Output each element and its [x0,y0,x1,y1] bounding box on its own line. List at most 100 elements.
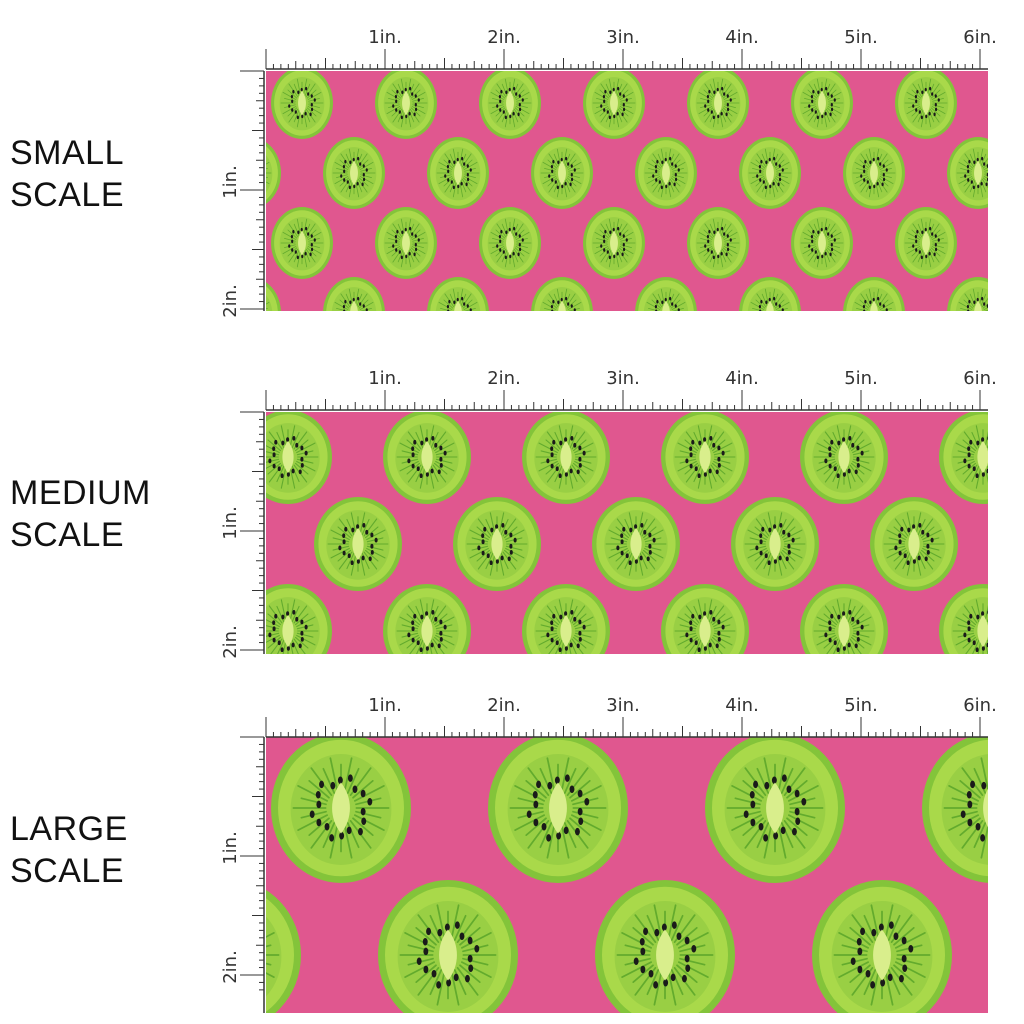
kiwi-slice-icon [661,412,749,504]
kiwi-slice-icon [635,277,697,311]
kiwi-slice-icon [266,282,281,311]
kiwi-slice-icon [115,277,177,330]
kiwi-slice-icon [266,142,281,204]
kiwi-slice-icon [687,207,749,279]
ruler-inch-label: 1in. [368,27,402,48]
kiwi-slice-icon [895,71,957,139]
medium-scale-label-line1: MEDIUM [10,474,151,512]
kiwi-pattern [115,67,988,330]
ruler-inch-label: 5in. [844,695,878,716]
kiwi-slice-icon [271,737,411,883]
vertical-ruler: 1in. 2in. [220,70,265,318]
kiwi-pattern [54,733,988,1013]
kiwi-slice-icon [800,412,888,504]
kiwi-slice-icon [843,137,905,209]
small-scale-label-line1: SMALL [10,134,124,172]
kiwi-slice-icon [314,497,402,591]
kiwi-slice-icon [427,277,489,311]
kiwi-slice-icon [922,737,988,883]
kiwi-slice-icon [939,584,988,654]
small-scale-label: SMALL SCALE [10,132,124,216]
kiwi-slice-icon [895,207,957,279]
kiwi-slice-icon [739,137,801,209]
large-scale-label: LARGE SCALE [10,808,128,892]
kiwi-slice-icon [375,207,437,279]
ruler-inch-label: 5in. [844,27,878,48]
medium-scale-swatch: 1in. 2in. 3in. 4in. 5in. 6in. 1in. 2in. [105,368,997,670]
kiwi-slice-icon [731,497,819,591]
kiwi-slice-icon [739,277,801,311]
kiwi-slice-icon [383,412,471,504]
kiwi-slice-icon [167,207,229,279]
ruler-inch-label: 6in. [963,695,997,716]
kiwi-slice-icon [531,137,593,209]
ruler-inch-label: 6in. [963,368,997,389]
ruler-inch-label: 3in. [606,695,640,716]
kiwi-slice-icon [592,497,680,591]
small-scale-label-line2: SCALE [10,176,124,214]
ruler-inch-label: 4in. [725,27,759,48]
ruler-inch-label: 5in. [844,368,878,389]
kiwi-slice-icon [266,584,332,654]
kiwi-slice-icon [115,137,177,209]
large-scale-swatch: 1in. 2in. 3in. 4in. 5in. 6in. 1in. 2in. [54,695,997,1013]
kiwi-slice-icon [105,584,193,670]
ruler-inch-label: 2in. [487,27,521,48]
kiwi-slice-icon [531,277,593,311]
kiwi-slice-icon [479,207,541,279]
ruler-vertical-label: 1in. [220,831,241,865]
kiwi-slice-icon [791,71,853,139]
kiwi-slice-icon [522,412,610,504]
kiwi-slice-icon [266,890,301,1013]
small-scale-swatch: 1in. 2in. 3in. 4in. 5in. 6in. 1in. 2in. [115,27,997,330]
kiwi-slice-icon [661,584,749,654]
kiwi-slice-icon [791,207,853,279]
medium-scale-label: MEDIUM SCALE [10,472,151,556]
vertical-ruler: 1in. 2in. [220,411,265,659]
horizontal-ruler: 1in. 2in. 3in. 4in. 5in. 6in. [265,695,997,738]
horizontal-ruler: 1in. 2in. 3in. 4in. 5in. 6in. [265,27,997,70]
kiwi-slice-icon [635,137,697,209]
medium-scale-label-line2: SCALE [10,516,124,554]
ruler-inch-label: 3in. [606,27,640,48]
ruler-vertical-label: 1in. [220,506,241,540]
kiwi-slice-icon [583,71,645,139]
kiwi-slice-icon [939,412,988,504]
kiwi-slice-icon [167,67,229,139]
ruler-inch-label: 1in. [368,368,402,389]
kiwi-slice-icon [800,584,888,654]
ruler-inch-label: 1in. [368,695,402,716]
ruler-inch-label: 3in. [606,368,640,389]
kiwi-slice-icon [595,880,735,1013]
ruler-vertical-label: 2in. [220,950,241,984]
kiwi-slice-icon [812,880,952,1013]
medium-scale-panel: 1in. 2in. 3in. 4in. 5in. 6in. 1in. 2in. [0,340,1024,670]
ruler-vertical-label: 1in. [220,165,241,199]
small-scale-panel: 1in. 2in. 3in. 4in. 5in. 6in. 1in. 2in. [0,0,1024,330]
kiwi-slice-icon [266,412,332,504]
kiwi-slice-icon [378,880,518,1013]
kiwi-pattern [105,412,988,670]
kiwi-slice-icon [323,137,385,209]
ruler-vertical-label: 2in. [220,284,241,318]
ruler-inch-label: 2in. [487,695,521,716]
kiwi-slice-icon [479,71,541,139]
kiwi-slice-icon [427,137,489,209]
large-scale-panel: 1in. 2in. 3in. 4in. 5in. 6in. 1in. 2in. [0,675,1024,1024]
kiwi-slice-icon [453,497,541,591]
kiwi-slice-icon [583,207,645,279]
kiwi-slice-icon [705,737,845,883]
large-scale-label-line1: LARGE [10,810,128,848]
kiwi-slice-icon [271,207,333,279]
kiwi-slice-icon [522,584,610,654]
ruler-vertical-label: 2in. [220,625,241,659]
kiwi-slice-icon [843,277,905,311]
kiwi-slice-icon [175,497,263,591]
large-scale-label-line2: SCALE [10,852,124,890]
kiwi-slice-icon [323,277,385,311]
kiwi-slice-icon [54,733,194,883]
ruler-inch-label: 4in. [725,695,759,716]
ruler-inch-label: 2in. [487,368,521,389]
ruler-inch-label: 4in. [725,368,759,389]
ruler-inch-label: 6in. [963,27,997,48]
